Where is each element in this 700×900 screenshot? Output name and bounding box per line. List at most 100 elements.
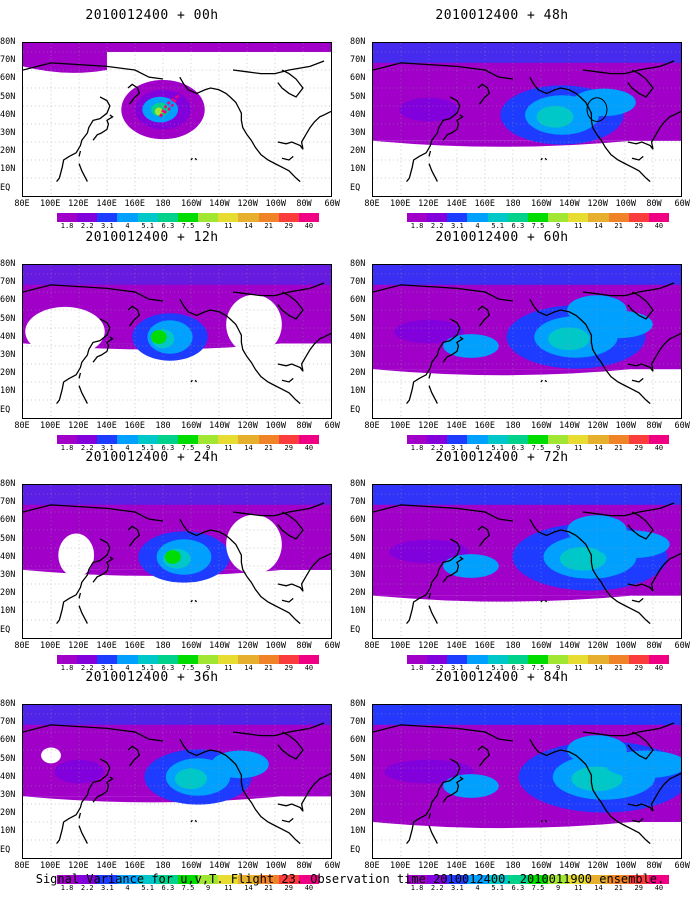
- latitude-tick-label: EQ: [0, 624, 11, 635]
- colorbar-tick-label: 9: [556, 664, 561, 672]
- colorbar-tick-label: 11: [574, 664, 583, 672]
- figure-caption: Signal Variance for u,v,T. Flight 23. Ob…: [35, 872, 665, 886]
- colorbar-tick-label: 29: [634, 444, 643, 452]
- latitude-tick-label: 70N: [350, 497, 366, 508]
- colorbar-swatch: [198, 875, 219, 884]
- longitude-tick-label: 140W: [559, 421, 580, 431]
- variance-field: [373, 705, 681, 858]
- map-panel: 2010012400 + 24h 80N 70N 60N 50N 40N 30N 20N 10N…: [0, 442, 342, 672]
- colorbar-swatch: [198, 435, 219, 444]
- colorbar-swatch: [298, 875, 320, 884]
- colorbar-tick-label: 3.1: [451, 664, 464, 672]
- longitude-tick-label: 160W: [530, 861, 552, 871]
- colorbar-swatch: [157, 435, 178, 444]
- longitude-tick-label: 100E: [39, 861, 61, 871]
- map-plot-area: [372, 42, 682, 197]
- colorbar-swatch: [117, 213, 138, 222]
- colorbar-tick-label: 5.1: [491, 444, 505, 452]
- longitude-tick-label: 120W: [587, 641, 608, 651]
- latitude-tick-label: 30N: [0, 790, 16, 800]
- colorbar-tick-label: 6.3: [511, 444, 525, 452]
- longitude-tick-label: 140E: [446, 199, 467, 209]
- colorbar-swatch: [137, 435, 158, 444]
- variance-field: [23, 485, 331, 638]
- longitude-tick-label: 160E: [124, 421, 146, 431]
- latitude-tick-label: 40N: [350, 331, 366, 342]
- latitude-tick-label: 20N: [0, 146, 16, 157]
- colorbar-tick-label: 1.8: [60, 664, 74, 672]
- colorbar-swatch: [298, 655, 320, 664]
- longitude-tick-label: 180: [505, 199, 521, 209]
- colorbar-swatch: [218, 655, 239, 664]
- colorbar-tick-label: 1.8: [410, 222, 424, 230]
- latitude-tick-label: 70N: [350, 55, 366, 66]
- longitude-tick-label: 180: [155, 199, 171, 209]
- longitude-tick-label: 180: [505, 861, 521, 871]
- colorbar-swatch: [238, 435, 259, 444]
- colorbar-tick-label: 3.1: [101, 884, 114, 892]
- latitude-tick-label: 70N: [350, 717, 366, 728]
- colorbar: [407, 655, 670, 664]
- colorbar-swatch: [527, 435, 549, 444]
- colorbar-swatch: [407, 875, 428, 884]
- latitude-tick-label: 20N: [350, 808, 366, 819]
- latitude-tick-label: 60N: [0, 295, 16, 306]
- colorbar-tick-label: 6.3: [161, 884, 175, 892]
- colorbar-tick-label: 11: [224, 664, 233, 672]
- colorbar-swatch: [77, 875, 98, 884]
- latitude-tick-label: 20N: [350, 368, 366, 379]
- latitude-tick-label: 80N: [0, 479, 16, 489]
- colorbar-swatch: [177, 875, 199, 884]
- map-plot-area: [22, 704, 332, 859]
- colorbar-tick-label: 9: [206, 884, 211, 892]
- longitude-tick-label: 140E: [446, 421, 467, 431]
- colorbar-tick-label: 5.1: [141, 444, 155, 452]
- variance-field: [23, 43, 331, 196]
- colorbar-swatch: [527, 655, 549, 664]
- longitude-tick-label: 100W: [615, 199, 637, 209]
- latitude-tick-label: 40N: [0, 331, 16, 342]
- map-plot-area: [372, 264, 682, 419]
- latitude-axis: 80N 70N 60N 50N 40N 30N 20N 10N EQ: [0, 700, 18, 860]
- colorbar-tick-label: 21: [264, 444, 273, 452]
- longitude-tick-label: 100E: [39, 199, 61, 209]
- longitude-tick-label: 60W: [324, 641, 340, 651]
- colorbar-swatch: [467, 435, 488, 444]
- longitude-axis: 80E 100E 120E 140E 160E 180 160W 140W 120W 100W 80…: [364, 641, 691, 652]
- latitude-tick-label: 10N: [0, 826, 16, 837]
- latitude-tick-label: EQ: [350, 404, 361, 415]
- latitude-tick-label: 40N: [350, 771, 366, 782]
- colorbar-swatch: [97, 435, 118, 444]
- longitude-tick-label: 60W: [674, 421, 690, 431]
- longitude-tick-label: 80W: [646, 421, 662, 431]
- colorbar-tick-label: 3.1: [451, 444, 464, 452]
- panel-title: 2010012400 + 48h: [435, 8, 569, 23]
- colorbar-tick-label: 7.5: [531, 884, 545, 892]
- colorbar-tick-label: 1.8: [60, 222, 74, 230]
- longitude-tick-label: 160E: [474, 199, 496, 209]
- colorbar-swatch: [467, 213, 488, 222]
- colorbar-tick-label: 3.1: [101, 444, 114, 452]
- longitude-tick-label: 120W: [237, 199, 258, 209]
- longitude-tick-label: 120E: [418, 861, 439, 871]
- longitude-tick-label: 80E: [14, 199, 30, 209]
- map-plot-area: [22, 264, 332, 419]
- latitude-tick-label: 70N: [0, 717, 16, 728]
- latitude-tick-label: 10N: [0, 386, 16, 397]
- map-panel: 2010012400 + 12h 80N 70N 60N 50N 40N 30N 20N 10N…: [0, 222, 342, 452]
- latitude-tick-label: 50N: [0, 753, 16, 764]
- latitude-tick-label: 20N: [350, 146, 366, 157]
- longitude-tick-label: 80W: [646, 641, 662, 651]
- variance-field: [373, 265, 681, 418]
- latitude-tick-label: EQ: [350, 624, 361, 635]
- colorbar-tick-label: 21: [614, 444, 623, 452]
- longitude-tick-label: 80W: [296, 421, 312, 431]
- colorbar-tick-label: 40: [304, 222, 314, 230]
- longitude-tick-label: 160W: [180, 861, 202, 871]
- longitude-tick-label: 120E: [68, 861, 89, 871]
- colorbar-swatch: [568, 655, 589, 664]
- colorbar-tick-label: 2.2: [80, 664, 94, 672]
- colorbar-swatch: [588, 875, 609, 884]
- longitude-tick-label: 140W: [559, 199, 580, 209]
- colorbar-tick-label: 6.3: [161, 444, 175, 452]
